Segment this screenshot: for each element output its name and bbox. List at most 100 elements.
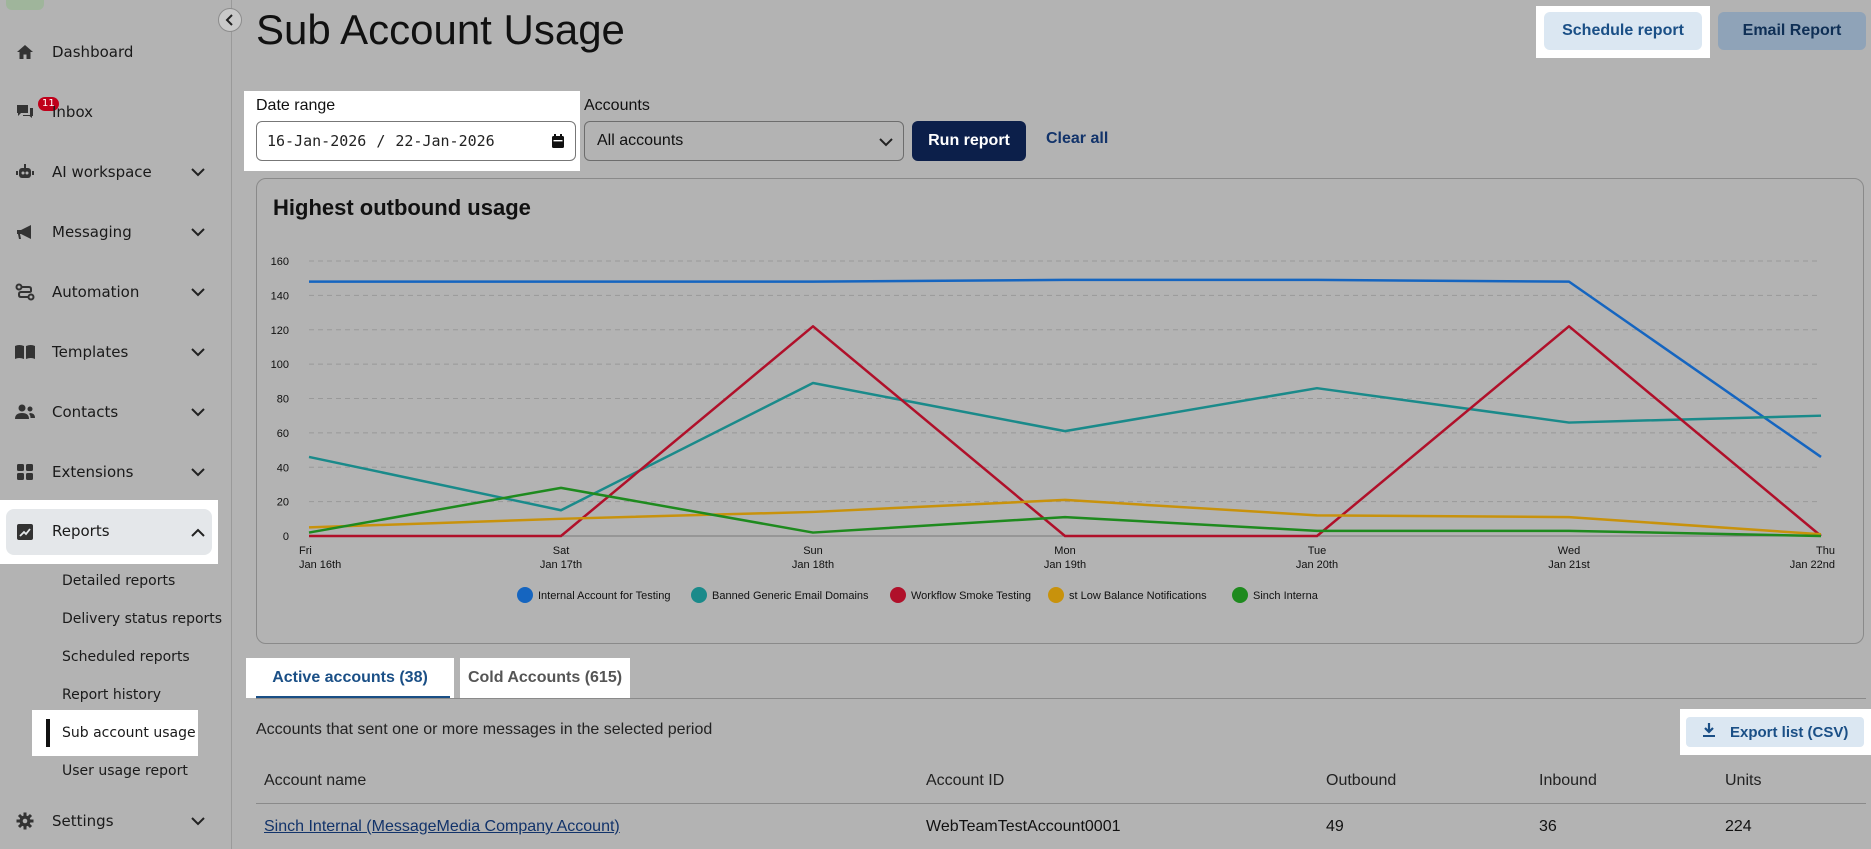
tab-active-accounts[interactable]: Active accounts (38) [246, 658, 454, 698]
date-separator: / [376, 132, 386, 150]
sidebar-item-contacts[interactable]: Contacts [0, 389, 232, 435]
x-tick-label: Fri [299, 545, 312, 557]
clear-all-button[interactable]: Clear all [1046, 130, 1109, 147]
x-tick-label: Thu [1816, 545, 1835, 557]
schedule-report-button[interactable]: Schedule report [1544, 12, 1702, 50]
chevron-down-icon[interactable] [190, 284, 206, 300]
accounts-select[interactable]: All accounts [584, 121, 904, 161]
account-id-cell: WebTeamTestAccount0001 [926, 818, 1121, 835]
units-cell: 224 [1725, 818, 1752, 835]
legend-marker [1232, 587, 1248, 603]
chevron-up-icon[interactable] [190, 524, 206, 540]
series-line [308, 498, 1822, 536]
y-tick-label: 0 [283, 531, 289, 543]
x-tick-label: Sun [803, 545, 823, 557]
legend-marker [517, 587, 533, 603]
series-line [308, 486, 1822, 538]
column-header-inbound[interactable]: Inbound [1539, 772, 1597, 789]
sidebar-item-settings[interactable]: Settings [0, 798, 232, 844]
column-header-account-name[interactable]: Account name [264, 772, 367, 789]
sidebar-item-label: Dashboard [52, 43, 134, 61]
sidebar-item-label: Messaging [52, 223, 132, 241]
column-header-account-id[interactable]: Account ID [926, 772, 1005, 789]
sidebar-item-messaging[interactable]: Messaging [0, 209, 232, 255]
email-report-button[interactable]: Email Report [1718, 12, 1866, 50]
x-tick-label: Tue [1308, 545, 1327, 557]
sidebar-item-reports[interactable]: Reports [6, 509, 212, 555]
export-csv-button[interactable]: Export list (CSV) [1686, 717, 1864, 747]
x-tick-label: Jan 17th [540, 559, 582, 571]
chevron-down-icon[interactable] [190, 464, 206, 480]
chevron-down-icon[interactable] [190, 404, 206, 420]
download-icon [1702, 722, 1716, 742]
y-tick-label: 60 [277, 428, 289, 440]
x-tick-label: Jan 22nd [1790, 559, 1835, 571]
logo [6, 0, 44, 10]
sidebar-item-extensions[interactable]: Extensions [0, 449, 232, 495]
sidebar-item-label: Settings [52, 812, 114, 830]
y-tick-label: 160 [271, 256, 289, 268]
y-tick-label: 80 [277, 394, 289, 406]
x-tick-label: Sat [553, 545, 570, 557]
y-tick-label: 140 [271, 290, 289, 302]
series-line [308, 381, 1822, 512]
run-report-button[interactable]: Run report [912, 121, 1026, 161]
legend-label: st Low Balance Notifications [1069, 590, 1207, 602]
sidebar-item-label: Templates [52, 343, 129, 361]
chevron-left-icon [225, 14, 233, 26]
inbound-cell: 36 [1539, 818, 1557, 835]
y-tick-label: 100 [271, 359, 289, 371]
series-line [309, 325, 1822, 538]
page-title: Sub Account Usage [256, 6, 625, 53]
accounts-label: Accounts [584, 97, 650, 114]
active-indicator [46, 719, 50, 747]
grid-icon [14, 461, 36, 483]
series-line [309, 278, 1822, 458]
gear-icon [14, 810, 36, 832]
sidebar-subitem-scheduled-reports[interactable]: Scheduled reports [62, 649, 190, 665]
legend-label: Workflow Smoke Testing [911, 590, 1031, 602]
x-tick-label: Jan 18th [792, 559, 834, 571]
date-end: 22-Jan-2026 [395, 132, 495, 150]
y-tick-label: 120 [271, 325, 289, 337]
sidebar-item-templates[interactable]: Templates [0, 329, 232, 375]
sidebar-subitem-detailed-reports[interactable]: Detailed reports [62, 573, 176, 589]
chart-card: Highest outbound usage 0 20 40 60 80 100 120 14… [256, 178, 1864, 644]
chevron-down-icon[interactable] [190, 813, 206, 829]
sidebar-subitem-report-history[interactable]: Report history [62, 687, 162, 703]
megaphone-icon [14, 221, 36, 243]
column-header-outbound[interactable]: Outbound [1326, 772, 1397, 789]
sidebar-item-automation[interactable]: Automation [0, 269, 232, 315]
sidebar-item-label: Inbox [52, 103, 94, 121]
y-tick-label: 20 [277, 497, 289, 509]
tab-cold-accounts[interactable]: Cold Accounts (615) [460, 658, 630, 698]
book-icon [14, 341, 36, 363]
calendar-icon[interactable] [551, 133, 565, 153]
chevron-down-icon[interactable] [190, 224, 206, 240]
legend-marker [691, 587, 707, 603]
sidebar-subitem-sub-account-usage[interactable]: Sub account usage [62, 725, 196, 741]
x-tick-label: Jan 16th [299, 559, 341, 571]
chevron-down-icon[interactable] [190, 344, 206, 360]
date-start: 16-Jan-2026 [267, 132, 367, 150]
chart-title: Highest outbound usage [273, 195, 531, 220]
chevron-down-icon[interactable] [190, 164, 206, 180]
legend-label: Sinch Interna [1253, 590, 1319, 602]
home-icon [14, 41, 36, 63]
flow-icon [14, 281, 36, 303]
sidebar-subitem-delivery-status[interactable]: Delivery status reports [62, 611, 223, 627]
chat-icon: 11 [14, 97, 59, 123]
list-subtitle: Accounts that sent one or more messages … [256, 721, 713, 738]
sidebar-item-dashboard[interactable]: Dashboard [0, 29, 232, 75]
legend-label: Banned Generic Email Domains [712, 590, 869, 602]
collapse-sidebar-button[interactable] [218, 8, 242, 32]
sidebar-item-inbox[interactable]: 11 Inbox [0, 89, 232, 135]
x-tick-label: Wed [1558, 545, 1580, 557]
sidebar-subitem-user-usage[interactable]: User usage report [62, 763, 188, 779]
sidebar-item-ai-workspace[interactable]: AI workspace [0, 149, 232, 195]
chart-icon [14, 521, 36, 543]
account-name-link[interactable]: Sinch Internal (MessageMedia Company Acc… [264, 818, 620, 835]
tab-divider [256, 698, 1866, 699]
column-header-units[interactable]: Units [1725, 772, 1762, 789]
date-range-input[interactable]: 16-Jan-2026 / 22-Jan-2026 [256, 121, 576, 161]
